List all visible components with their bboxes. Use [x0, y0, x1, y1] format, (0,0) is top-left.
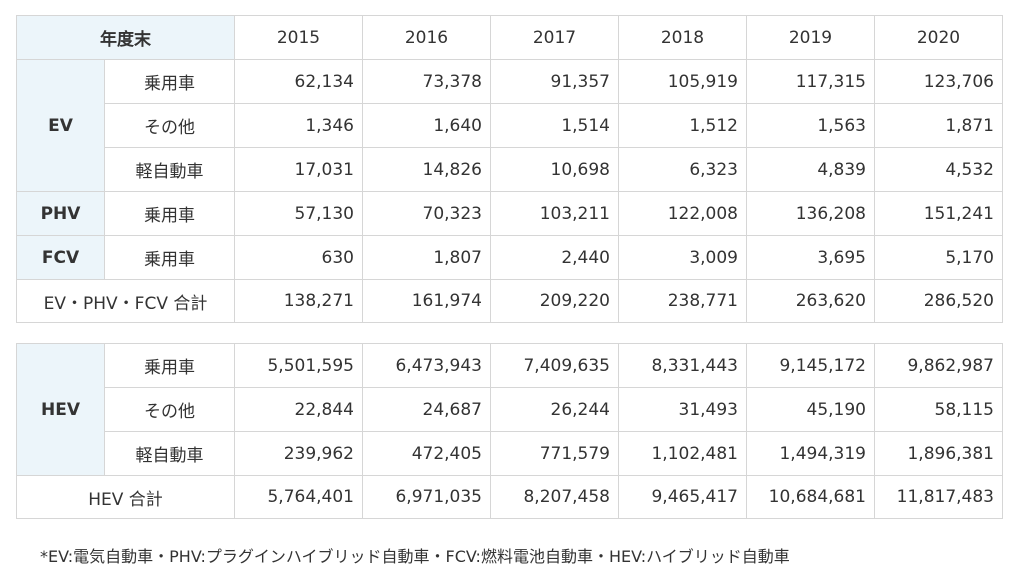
hev-table: HEV 乗用車 5,501,595 6,473,943 7,409,635 8,…	[16, 343, 1003, 519]
value-cell: 17,031	[234, 147, 363, 192]
sub-label: その他	[104, 103, 235, 148]
value-cell: 45,190	[746, 387, 875, 432]
value-cell: 91,357	[490, 59, 619, 104]
value-cell: 58,115	[874, 387, 1003, 432]
value-cell: 1,514	[490, 103, 619, 148]
total-value: 8,207,458	[490, 475, 619, 519]
total-row: EV・PHV・FCV 合計 138,271 161,974 209,220 23…	[16, 279, 1003, 323]
value-cell: 4,532	[874, 147, 1003, 192]
sub-label: 軽自動車	[104, 147, 235, 192]
year-header: 2018	[618, 15, 747, 60]
group-label-hev: HEV	[16, 343, 105, 476]
total-value: 238,771	[618, 279, 747, 323]
value-cell: 105,919	[618, 59, 747, 104]
value-cell: 103,211	[490, 191, 619, 236]
total-value: 286,520	[874, 279, 1003, 323]
value-cell: 70,323	[362, 191, 491, 236]
total-value: 161,974	[362, 279, 491, 323]
value-cell: 239,962	[234, 431, 363, 476]
table-row: その他 22,844 24,687 26,244 31,493 45,190 5…	[17, 387, 1003, 432]
value-cell: 1,512	[618, 103, 747, 148]
value-cell: 1,494,319	[746, 431, 875, 476]
value-cell: 771,579	[490, 431, 619, 476]
value-cell: 1,563	[746, 103, 875, 148]
group-label-fcv: FCV	[16, 235, 105, 280]
value-cell: 5,501,595	[234, 343, 363, 388]
year-header: 2015	[234, 15, 363, 60]
total-label: HEV 合計	[16, 475, 235, 519]
sub-label: 乗用車	[104, 191, 235, 236]
value-cell: 5,170	[874, 235, 1003, 280]
value-cell: 1,346	[234, 103, 363, 148]
value-cell: 57,130	[234, 191, 363, 236]
value-cell: 472,405	[362, 431, 491, 476]
value-cell: 9,862,987	[874, 343, 1003, 388]
value-cell: 31,493	[618, 387, 747, 432]
table-row: その他 1,346 1,640 1,514 1,512 1,563 1,871	[17, 103, 1003, 148]
total-value: 209,220	[490, 279, 619, 323]
value-cell: 3,695	[746, 235, 875, 280]
sub-label: その他	[104, 387, 235, 432]
value-cell: 117,315	[746, 59, 875, 104]
value-cell: 151,241	[874, 191, 1003, 236]
value-cell: 73,378	[362, 59, 491, 104]
year-header: 2019	[746, 15, 875, 60]
value-cell: 26,244	[490, 387, 619, 432]
value-cell: 123,706	[874, 59, 1003, 104]
total-value: 138,271	[234, 279, 363, 323]
value-cell: 122,008	[618, 191, 747, 236]
value-cell: 1,102,481	[618, 431, 747, 476]
sub-label: 乗用車	[104, 59, 235, 104]
total-value: 10,684,681	[746, 475, 875, 519]
value-cell: 6,323	[618, 147, 747, 192]
value-cell: 1,871	[874, 103, 1003, 148]
total-value: 5,764,401	[234, 475, 363, 519]
value-cell: 6,473,943	[362, 343, 491, 388]
value-cell: 62,134	[234, 59, 363, 104]
value-cell: 10,698	[490, 147, 619, 192]
table-row: 軽自動車 239,962 472,405 771,579 1,102,481 1…	[17, 431, 1003, 476]
ev-phv-fcv-table: 年度末 2015 2016 2017 2018 2019 2020 EV 乗用車…	[16, 15, 1003, 323]
table-row: 軽自動車 17,031 14,826 10,698 6,323 4,839 4,…	[17, 147, 1003, 192]
table-row: FCV 乗用車 630 1,807 2,440 3,009 3,695 5,17…	[16, 235, 1003, 280]
value-cell: 1,640	[362, 103, 491, 148]
value-cell: 9,145,172	[746, 343, 875, 388]
sub-label: 乗用車	[104, 235, 235, 280]
table-row: PHV 乗用車 57,130 70,323 103,211 122,008 13…	[16, 191, 1003, 236]
value-cell: 14,826	[362, 147, 491, 192]
year-header: 2020	[874, 15, 1003, 60]
total-row: HEV 合計 5,764,401 6,971,035 8,207,458 9,4…	[16, 475, 1003, 519]
value-cell: 1,896,381	[874, 431, 1003, 476]
sub-label: 軽自動車	[104, 431, 235, 476]
value-cell: 24,687	[362, 387, 491, 432]
total-value: 263,620	[746, 279, 875, 323]
table-row: HEV 乗用車 5,501,595 6,473,943 7,409,635 8,…	[16, 343, 1003, 476]
value-cell: 630	[234, 235, 363, 280]
year-header: 2016	[362, 15, 491, 60]
value-cell: 8,331,443	[618, 343, 747, 388]
table-row: EV 乗用車 62,134 73,378 91,357 105,919 117,…	[16, 59, 1003, 192]
group-label-phv: PHV	[16, 191, 105, 236]
group-label-ev: EV	[16, 59, 105, 192]
footnote: *EV:電気自動車・PHV:プラグインハイブリッド自動車・FCV:燃料電池自動車…	[40, 547, 790, 566]
value-cell: 136,208	[746, 191, 875, 236]
header-row: 年度末 2015 2016 2017 2018 2019 2020	[16, 15, 1003, 60]
value-cell: 2,440	[490, 235, 619, 280]
value-cell: 4,839	[746, 147, 875, 192]
value-cell: 3,009	[618, 235, 747, 280]
sub-label: 乗用車	[104, 343, 235, 388]
total-value: 6,971,035	[362, 475, 491, 519]
total-label: EV・PHV・FCV 合計	[16, 279, 235, 323]
value-cell: 7,409,635	[490, 343, 619, 388]
year-end-header: 年度末	[16, 15, 235, 60]
total-value: 9,465,417	[618, 475, 747, 519]
year-header: 2017	[490, 15, 619, 60]
total-value: 11,817,483	[874, 475, 1003, 519]
value-cell: 1,807	[362, 235, 491, 280]
value-cell: 22,844	[234, 387, 363, 432]
